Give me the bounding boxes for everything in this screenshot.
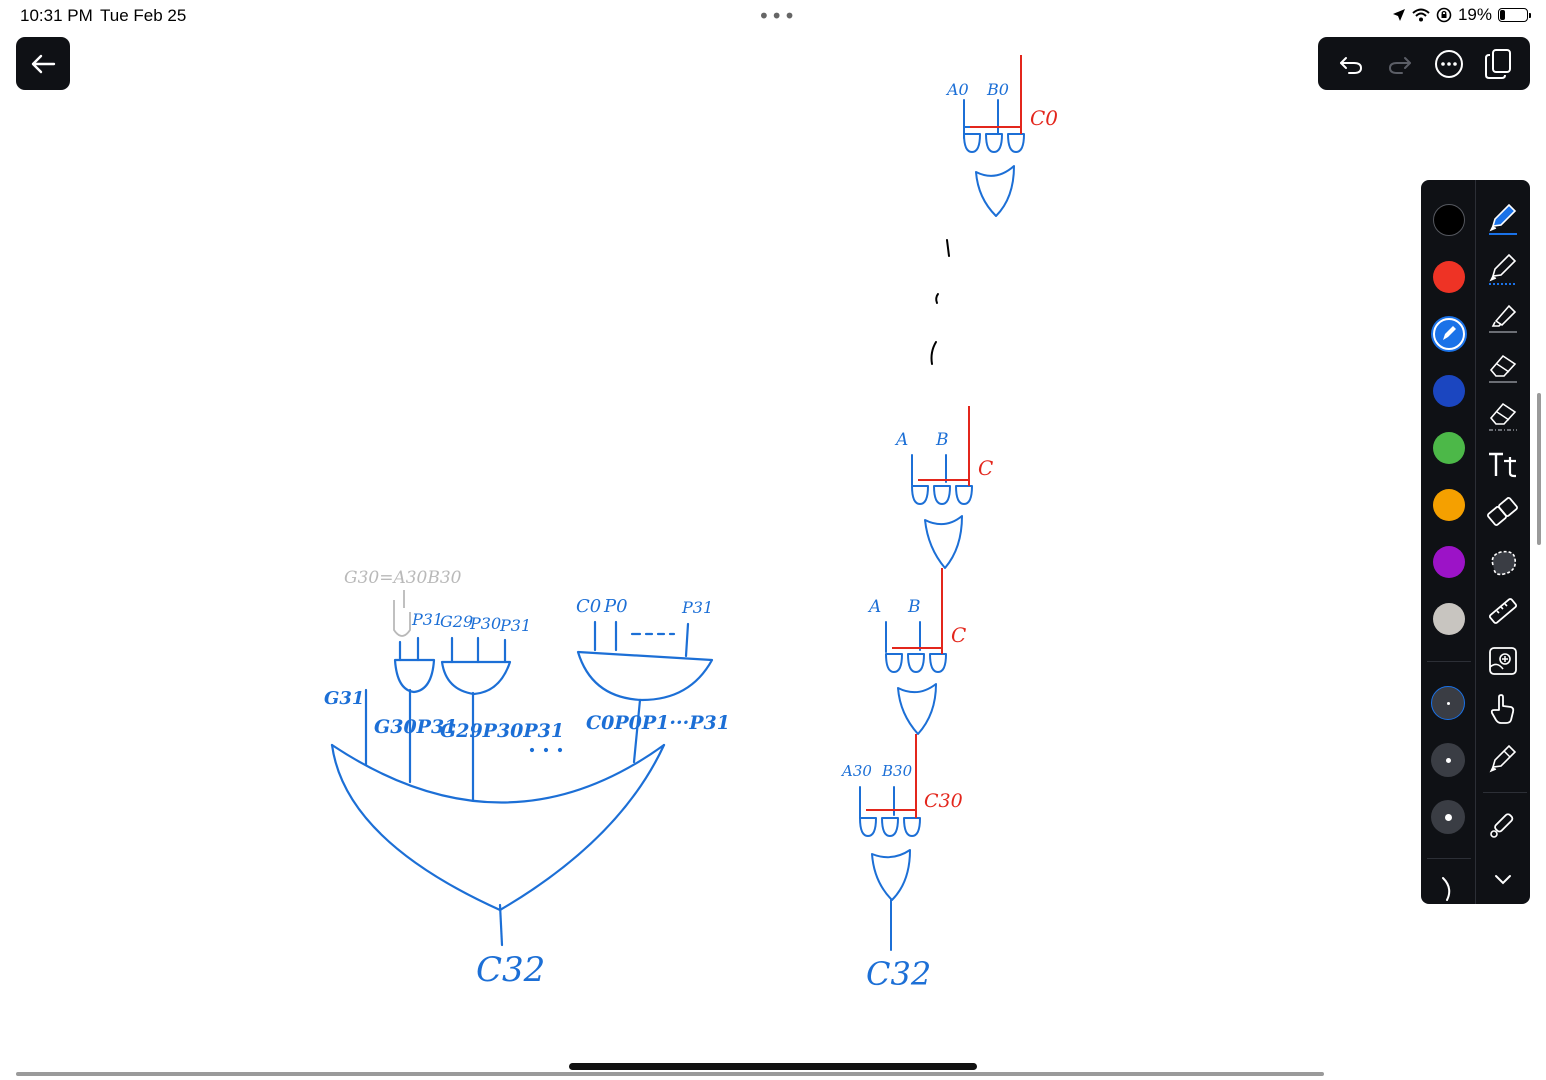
label-a30: A30 [842,762,872,780]
battery-icon [1498,8,1531,22]
color-swatch-red[interactable] [1433,261,1465,293]
status-bar: 10:31 PM Tue Feb 25 ••• 19% [0,0,1546,32]
label-g30p31: G30P31 [374,716,458,738]
wifi-icon [1412,8,1430,22]
status-date: Tue Feb 25 [100,6,187,25]
eraser-icon [1489,354,1517,383]
light-pencil-tool[interactable] [1486,742,1520,776]
highlighter-tool[interactable] [1486,300,1520,334]
image-add-icon [1489,647,1517,675]
horizontal-scrollbar[interactable] [16,1072,1324,1076]
label-g31: G31 [324,688,365,709]
back-button[interactable] [16,37,70,90]
color-swatch-dark-blue[interactable] [1433,375,1465,407]
ruler-icon [1488,598,1518,624]
more-button[interactable] [1429,44,1469,84]
label-c32-right: C32 [866,955,932,993]
pages-button[interactable] [1478,44,1518,84]
lasso-tool[interactable] [1486,546,1520,580]
right-carry-chain [859,99,1025,951]
orientation-lock-icon [1436,7,1452,23]
label-p31-c: P31 [682,598,714,617]
text-icon [1489,452,1516,478]
pen-tool[interactable] [1486,202,1520,236]
stroke-size-small[interactable] [1431,686,1465,720]
ellipsis-strokes [930,239,950,365]
laser-pointer-tool[interactable] [1486,808,1520,842]
color-swatch-purple[interactable] [1433,546,1465,578]
highlighter-icon [1489,304,1517,333]
back-arrow-icon [31,54,56,73]
label-a-2: A [869,597,882,617]
color-swatch-orange[interactable] [1433,489,1465,521]
label-c-1: C [978,456,994,480]
pencil-tool[interactable] [1486,252,1520,286]
shape-icon [1487,497,1518,526]
tool-panel [1421,180,1530,904]
label-c0p0p1p31: C0P0P1···P31 [586,712,730,734]
label-p30: P30 [470,614,502,633]
left-carry-diagram [330,620,714,947]
label-b0: B0 [987,80,1009,99]
collapse-panel-button[interactable] [1486,862,1520,896]
pen-icon [1489,203,1517,235]
light-pencil-icon [1489,744,1517,773]
status-icons: 19% [1392,5,1531,25]
label-p0: P0 [604,596,628,617]
label-p31-a: P31 [412,610,444,629]
undo-button[interactable] [1331,44,1371,84]
redo-button[interactable] [1380,44,1420,84]
label-c-2: C [951,623,967,647]
pencil-icon [1489,253,1517,285]
label-b30: B30 [882,762,913,780]
label-g30-equation: G30=A30B30 [344,568,462,588]
color-swatch-light-gray[interactable] [1433,603,1465,635]
label-c32-left: C32 [476,950,546,990]
pressure-curve-icon[interactable] [1439,874,1459,904]
image-tool[interactable] [1486,644,1520,678]
eraser-tool[interactable] [1486,350,1520,384]
more-icon [1434,49,1463,78]
label-p31-b: P31 [500,616,532,635]
ghost-gate [393,590,411,637]
ruler-tool[interactable] [1486,594,1520,628]
hand-tool[interactable] [1486,692,1520,726]
label-c30: C30 [924,790,963,812]
lasso-icon [1491,550,1517,576]
text-tool[interactable] [1486,448,1520,482]
stroke-size-large[interactable] [1431,800,1465,834]
location-icon [1392,9,1405,21]
top-toolbar [1318,37,1530,90]
shape-tool[interactable] [1486,496,1520,530]
label-c0: C0 [576,596,602,617]
vertical-scrollbar[interactable] [1537,393,1541,545]
pen-check-icon [1443,326,1456,340]
color-swatch-green[interactable] [1433,432,1465,464]
label-a-1: A [896,430,909,450]
label-g29: G29 [440,612,474,631]
status-time: 10:31 PM [20,6,93,25]
partial-eraser-icon [1489,402,1517,431]
color-swatch-blue-selected[interactable] [1433,318,1465,350]
label-b-1: B [936,430,949,450]
label-b-2: B [908,597,921,617]
battery-percent: 19% [1457,5,1492,24]
laser-pointer-icon [1490,813,1514,838]
redo-icon [1388,56,1411,74]
partial-eraser-tool[interactable] [1486,398,1520,432]
pages-icon [1484,48,1511,79]
undo-icon [1339,56,1362,74]
stroke-size-medium[interactable] [1431,743,1465,777]
chevron-down-icon [1495,875,1511,885]
home-indicator[interactable] [569,1063,977,1070]
hand-icon [1490,694,1515,724]
multitask-dots[interactable]: ••• [758,4,797,28]
color-swatch-black[interactable] [1433,204,1465,236]
label-g29p30p31: G29P30P31 [440,720,565,742]
label-a0: A0 [947,80,969,99]
label-c0-red: C0 [1030,106,1059,130]
carry-lines [866,55,1022,818]
